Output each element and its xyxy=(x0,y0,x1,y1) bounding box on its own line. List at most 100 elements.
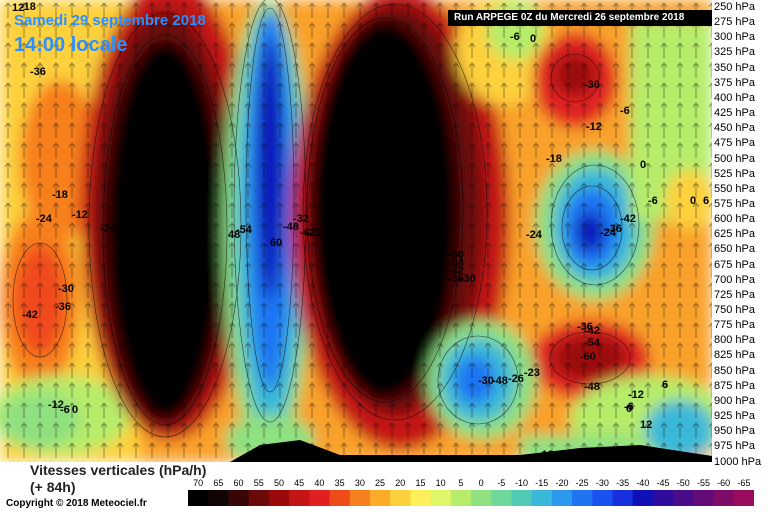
legend-tick-label: 30 xyxy=(355,478,365,488)
pressure-level-label: 600 hPa xyxy=(714,213,755,226)
pressure-level-label: 950 hPa xyxy=(714,425,755,438)
pressure-level-label: 850 hPa xyxy=(714,364,755,377)
model-run: Run ARPEGE 0Z du Mercredi 26 septembre 2… xyxy=(448,10,712,26)
contour-value-label: -42 xyxy=(448,265,464,277)
contour-value-label: -26 xyxy=(508,373,524,385)
pressure-level-label: 775 hPa xyxy=(714,319,755,332)
contour-value-label: -23 xyxy=(305,227,321,239)
legend-tick-label: -50 xyxy=(677,478,690,488)
legend-swatch xyxy=(268,490,290,506)
terrain xyxy=(230,440,712,462)
copyright: Copyright © 2018 Meteociel.fr xyxy=(6,498,147,509)
contour-value-label: -32 xyxy=(293,213,309,225)
pressure-level-label: 425 hPa xyxy=(714,107,755,120)
pressure-level-label: 725 hPa xyxy=(714,288,755,301)
legend-tick-label: 65 xyxy=(213,478,223,488)
contour-value-label: -42 xyxy=(620,213,636,225)
contour-value-label: -42 xyxy=(22,309,38,321)
contour-value-label: -36 xyxy=(55,301,71,313)
legend-swatch xyxy=(188,490,209,506)
legend-tick-label: -15 xyxy=(535,478,548,488)
legend-tick-label: -40 xyxy=(636,478,649,488)
contour-value-label: -18 xyxy=(52,189,68,201)
legend-tick-label: -20 xyxy=(555,478,568,488)
pressure-level-label: 575 hPa xyxy=(714,197,755,210)
contour-value-label: -24 xyxy=(100,223,117,235)
contour-value-label: -24 xyxy=(600,227,617,239)
contour-value-label: 6 xyxy=(662,379,668,391)
contour-value-label: -30 xyxy=(460,273,476,285)
legend-tick-label: 70 xyxy=(193,478,203,488)
legend-swatch xyxy=(531,490,553,506)
contour-value-label: -60 xyxy=(580,351,596,363)
corner-value: 12 xyxy=(12,2,25,14)
contour-value-label: -30 xyxy=(478,375,494,387)
legend-tick-label: -55 xyxy=(697,478,710,488)
pressure-level-label: 800 hPa xyxy=(714,334,755,347)
pressure-level-label: 750 hPa xyxy=(714,304,755,316)
pressure-level-label: 525 hPa xyxy=(714,167,755,180)
legend-swatch xyxy=(208,490,229,506)
legend-swatch xyxy=(349,490,371,506)
legend-tick-label: -45 xyxy=(657,478,670,488)
contour-value-label: -18 xyxy=(546,153,562,165)
pressure-level-label: 975 hPa xyxy=(714,440,755,453)
pressure-level-label: 900 hPa xyxy=(714,394,755,407)
contour-value-label: 60 xyxy=(270,237,282,249)
legend-swatch xyxy=(430,490,452,506)
contour-value-label: 0 xyxy=(530,33,536,45)
contour-value-label: -54 xyxy=(448,257,465,269)
contour-value-label: -6 xyxy=(510,31,520,43)
legend-tick-label: 50 xyxy=(274,478,284,488)
legend-tick-label: 45 xyxy=(294,478,304,488)
contour-value-label: -24 xyxy=(526,229,543,241)
heatmap-plot: -36-18-12-24-30-42-36-12-6 0-3048-5460-48… xyxy=(0,0,712,462)
legend-tick-label: -30 xyxy=(596,478,609,488)
pressure-level-label: 625 hPa xyxy=(714,228,755,241)
contour-value-label: -30 xyxy=(58,283,74,295)
legend-tick-label: 55 xyxy=(254,478,264,488)
contour-value-label: -36 xyxy=(30,66,46,78)
chart-subtitle: (+ 84h) xyxy=(30,479,76,495)
forecast-date: Samedi 29 septembre 2018 xyxy=(14,12,206,29)
contour-value-label: -48 xyxy=(283,221,299,233)
legend-swatch xyxy=(693,490,715,506)
legend-swatch xyxy=(390,490,411,506)
contour-value-label: -6 xyxy=(620,105,630,117)
pressure-level-label: 250 hPa xyxy=(714,1,755,13)
legend-tick-label: 5 xyxy=(458,478,463,488)
contour-value-label: -12 xyxy=(72,209,88,221)
legend-tick-label: 40 xyxy=(314,478,324,488)
pressure-level-label: 500 hPa xyxy=(714,152,755,165)
contour-value-label: -60 xyxy=(448,249,464,261)
legend-tick-label: 35 xyxy=(335,478,345,488)
pressure-level-label: 375 hPa xyxy=(714,76,755,89)
legend-swatch xyxy=(713,490,735,506)
contour-value-label: 0 xyxy=(640,159,646,171)
legend-tick-label: 60 xyxy=(234,478,244,488)
legend-swatch xyxy=(471,490,492,506)
contour-value-label: 6 xyxy=(703,195,709,207)
legend-tick-label: 10 xyxy=(436,478,446,488)
legend-swatch xyxy=(572,490,593,506)
legend-swatch xyxy=(369,490,391,506)
pressure-level-label: 275 hPa xyxy=(714,16,755,29)
forecast-time: 14:00 locale xyxy=(14,34,128,56)
legend-swatch xyxy=(491,490,512,506)
contour-value-label: 0 xyxy=(72,404,78,416)
contour-value-label: -12 xyxy=(48,399,64,411)
pressure-level-label: 475 hPa xyxy=(714,137,755,150)
legend-swatch xyxy=(652,490,674,506)
legend-swatch xyxy=(632,490,654,506)
pressure-level-label: 675 hPa xyxy=(714,258,755,271)
color-legend: 70 65 60 55 50 45 40 35 30 25 20 15 10 5 0 -5 -10 -15 -20-… xyxy=(188,478,754,506)
legend-swatch xyxy=(289,490,310,506)
legend-tick-label: 20 xyxy=(395,478,405,488)
contour-value-label: -54 xyxy=(584,337,601,349)
pressure-level-label: 825 hPa xyxy=(714,349,755,362)
contour-value-label: -36 xyxy=(448,273,464,285)
pressure-level-label: 325 hPa xyxy=(714,46,755,59)
pressure-level-label: 875 hPa xyxy=(714,379,755,392)
contour-labels: -36-18-12-24-30-42-36-12-6 0-3048-5460-48… xyxy=(20,1,709,461)
